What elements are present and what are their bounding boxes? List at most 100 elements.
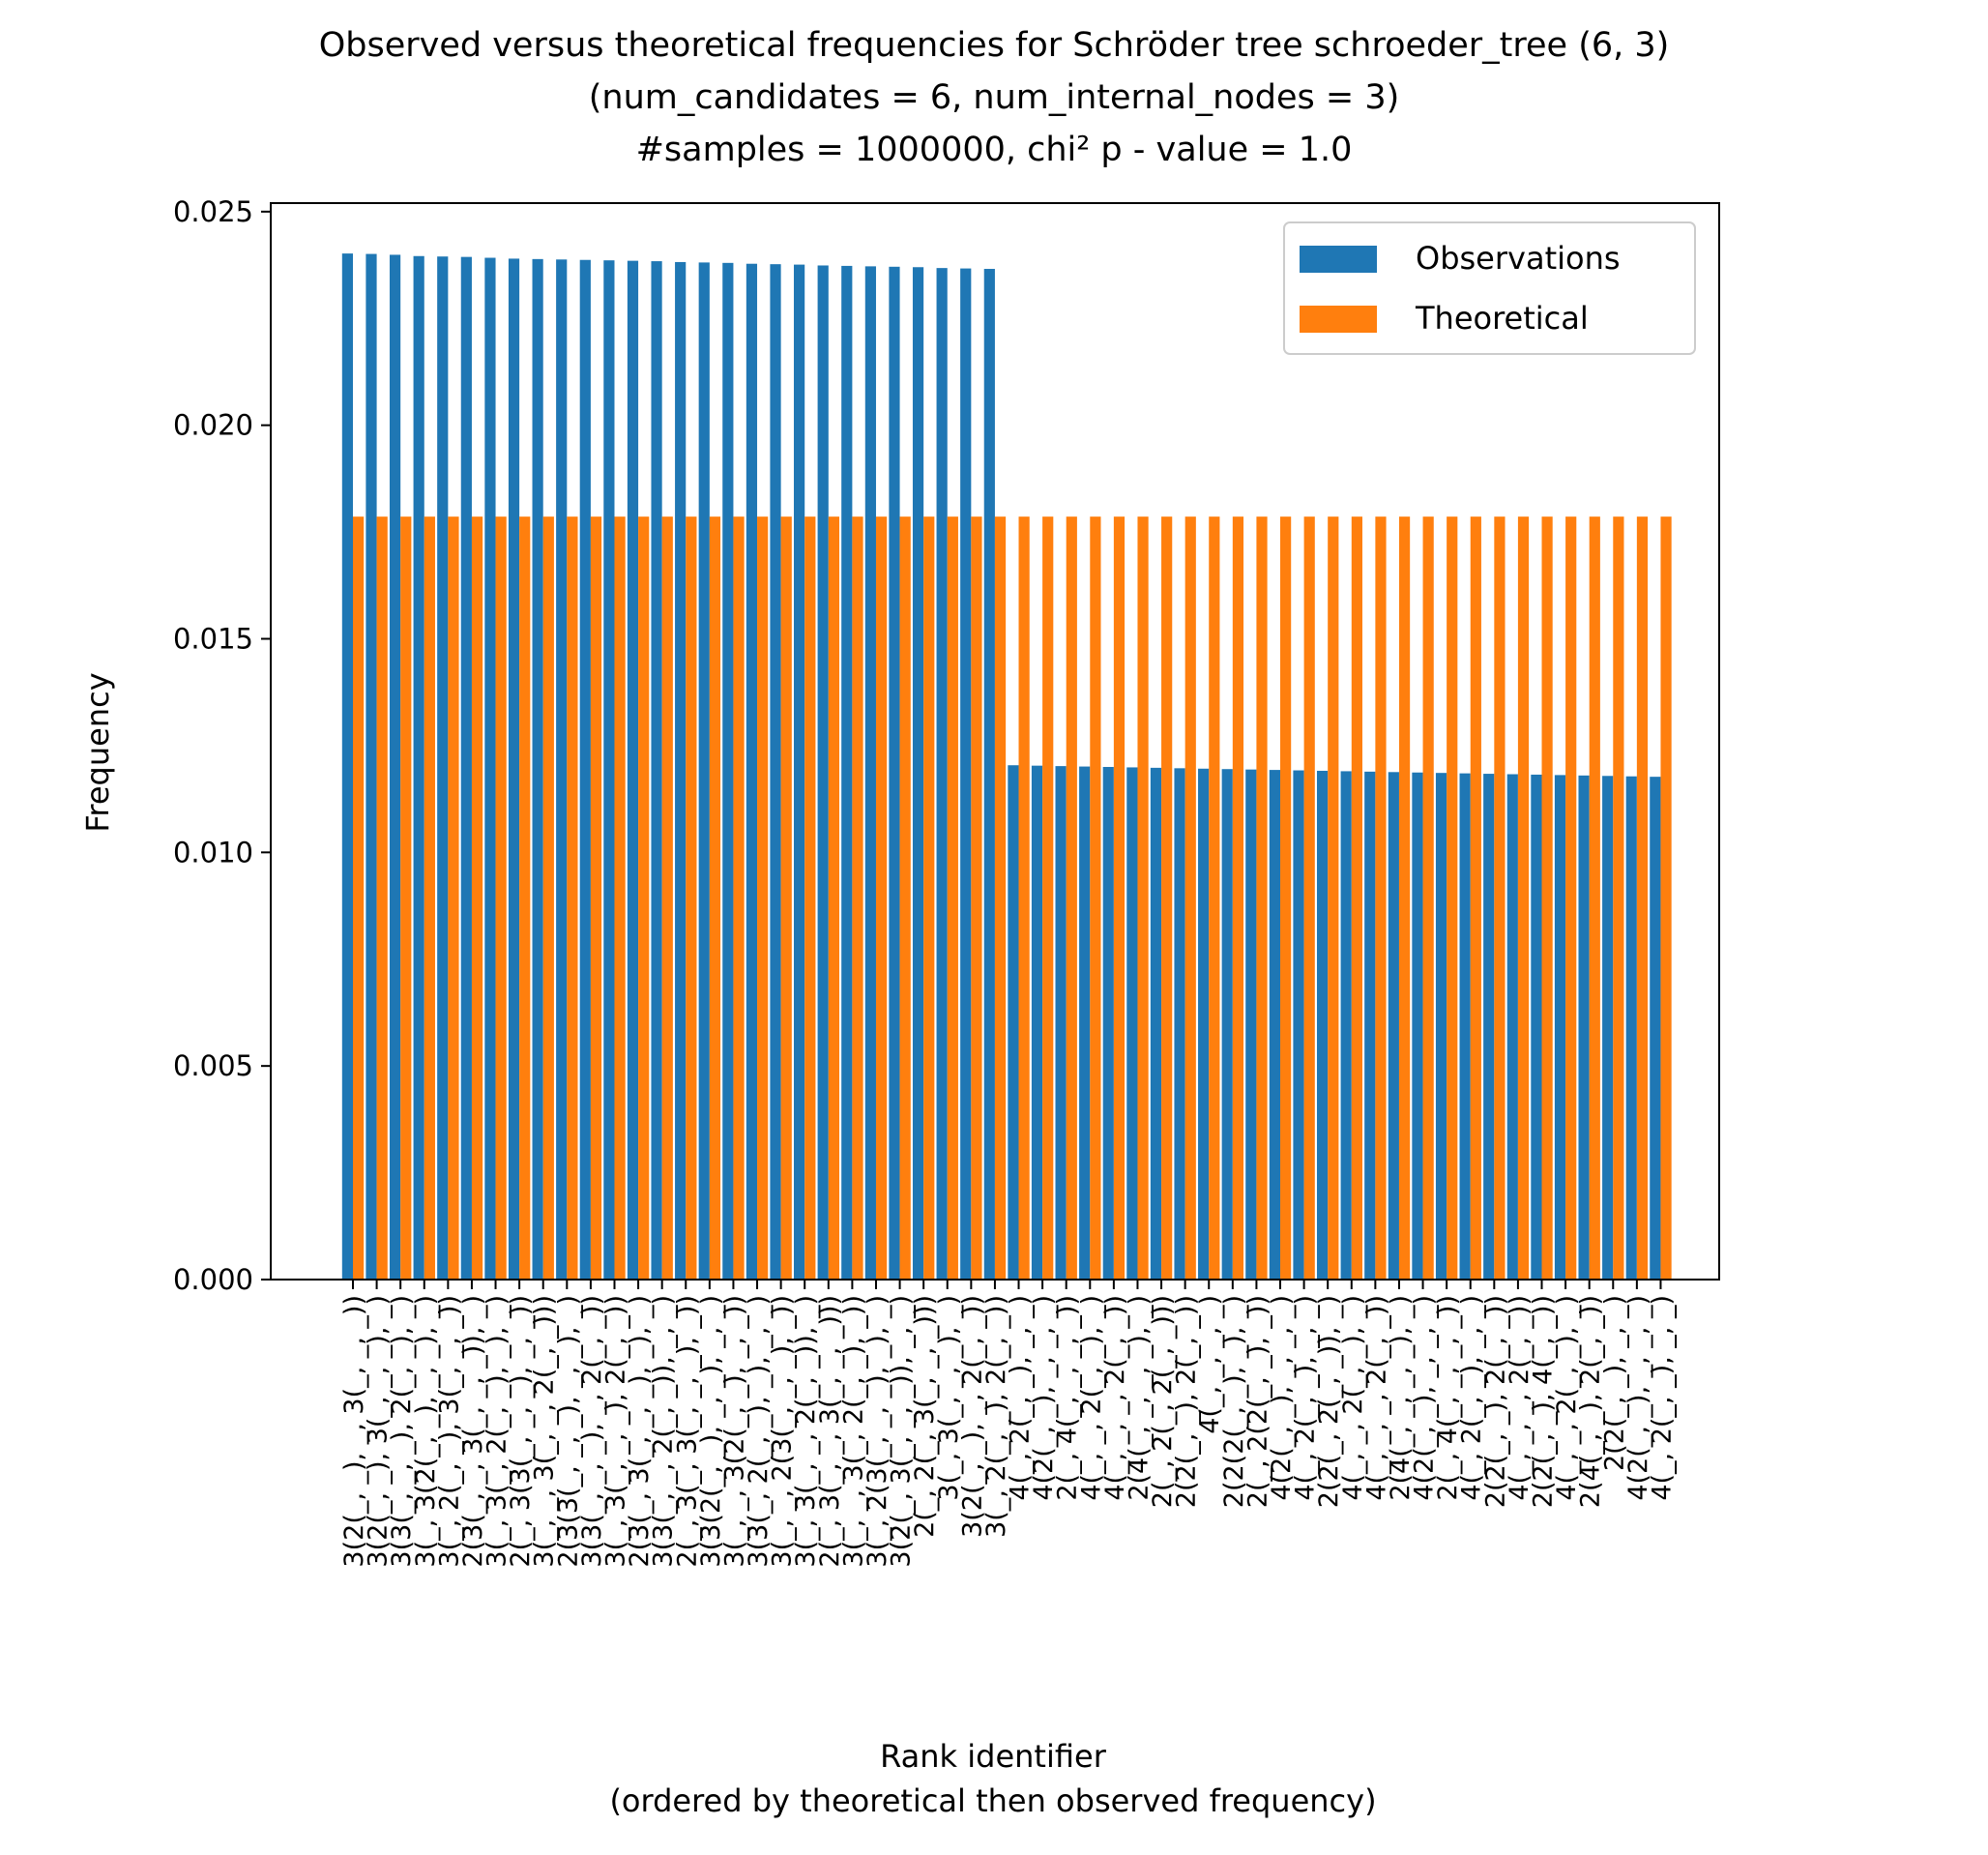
theoretical-bar <box>1137 516 1149 1280</box>
x-tick-label: 2(_, 4(_, _, _, _)) <box>1053 1295 1083 1501</box>
theoretical-bar <box>780 516 792 1280</box>
x-tick-label: 2(2(2(_, _), _), _) <box>1219 1295 1249 1508</box>
theoretical-bar <box>709 516 721 1280</box>
observation-bar <box>460 256 472 1280</box>
x-tick-label: 3(_, 2(_, _), 2(_, _)) <box>981 1295 1011 1538</box>
observation-bar <box>413 255 424 1280</box>
observation-bar <box>1340 771 1352 1280</box>
theoretical-bar <box>1184 516 1196 1280</box>
theoretical-bar <box>1565 516 1577 1280</box>
x-tick-label: 2(3(_, 3(_, _, _), _), _) <box>625 1295 655 1568</box>
theoretical-bar <box>471 516 483 1280</box>
observation-bar <box>912 267 924 1280</box>
observation-bar <box>1221 769 1233 1280</box>
observation-bar <box>1126 767 1138 1280</box>
theoretical-bar <box>638 516 650 1280</box>
theoretical-bar <box>519 516 531 1280</box>
x-tick-label: 4(_, _, 2(_, _), _) <box>1338 1295 1368 1501</box>
observation-bar <box>770 264 781 1280</box>
x-tick-label: 3(_, 3(_, _, _), _) <box>934 1295 964 1501</box>
theoretical-bar <box>1375 516 1387 1280</box>
observation-bar <box>1506 774 1518 1280</box>
theoretical-bar <box>353 516 365 1280</box>
theoretical-bar <box>614 516 626 1280</box>
chart-title-line-2: (num_candidates = 6, num_internal_nodes … <box>589 78 1400 117</box>
observation-bar <box>1150 767 1162 1280</box>
observation-bar <box>1269 770 1281 1280</box>
observation-bar <box>1602 776 1614 1280</box>
x-tick-label: 4(_, 2(_, _), _, _) <box>1647 1295 1677 1501</box>
theoretical-bar <box>923 516 935 1280</box>
observation-bar <box>983 269 995 1280</box>
x-tick-label: 2(_, 3(_, 3(_, _, _), _)) <box>672 1295 702 1568</box>
x-tick-label: 3(3(_, _, 2(_, _)), _, _) <box>649 1295 679 1568</box>
x-tick-label: 3(3(_, 2(_, _), _), _, _) <box>744 1295 774 1568</box>
y-tick-label: 0.000 <box>173 1263 253 1296</box>
observation-bar <box>1198 768 1210 1280</box>
observation-bar <box>794 264 805 1281</box>
observation-bar <box>437 256 449 1281</box>
chart-title-line-3: #samples = 1000000, chi² p - value = 1.0 <box>636 131 1353 169</box>
theoretical-bar <box>899 516 911 1280</box>
x-tick-label: 2(_, 3(3(_, _, _), _, _)) <box>506 1295 536 1568</box>
y-tick-label: 0.005 <box>173 1049 253 1082</box>
theoretical-bar <box>1398 516 1411 1280</box>
x-tick-label: 3(_, 3(_, _, 2(_, _)), _) <box>791 1295 821 1568</box>
plot-frame <box>270 202 1720 1281</box>
observation-bar <box>1031 765 1043 1280</box>
x-tick-label: 3(_, 3(2(_, _), _, _), _) <box>411 1295 441 1568</box>
chart-title-line-1: Observed versus theoretical frequencies … <box>319 26 1670 65</box>
x-tick-label: 4(2(_, _), _, _, _) <box>1410 1295 1440 1501</box>
legend-swatch-observations <box>1300 246 1377 273</box>
x-tick-label: 2(2(_, _), 2(_, _)) <box>1172 1295 1202 1508</box>
x-tick-label: 4(2(_, _), _, _, _) <box>1029 1295 1059 1501</box>
x-tick-label: 3(_, 2(_, _), 3(_, _, _)) <box>434 1295 464 1568</box>
x-tick-label: 2(_, 3(_, _, 3(_, _, _))) <box>815 1295 845 1568</box>
x-tick-label: 3(_, _, 3(_, 2(_, _), _)) <box>838 1295 868 1568</box>
observation-bar <box>556 259 568 1280</box>
x-tick-label: 2(2(_, _), _, _) <box>1599 1295 1629 1471</box>
x-tick-label: 3(3(_, _, _), _, 2(_, _)) <box>577 1295 607 1568</box>
theoretical-bar <box>567 516 578 1280</box>
legend-swatch-theoretical <box>1300 306 1377 333</box>
theoretical-bar <box>376 516 388 1280</box>
theoretical-bar <box>1447 516 1458 1280</box>
theoretical-bar <box>1541 516 1553 1280</box>
theoretical-bar <box>1161 516 1173 1280</box>
theoretical-bar <box>686 516 697 1280</box>
observation-bar <box>936 268 948 1280</box>
x-axis: 3(2(_, _), _, 3(_, _, _))3(2(_, _), 3(_,… <box>339 1280 1677 1568</box>
theoretical-bar <box>400 516 412 1280</box>
theoretical-bar <box>875 516 888 1280</box>
x-tick-label: 3(_, _, 3(_, _, 2(_, _))) <box>530 1295 560 1568</box>
theoretical-bar <box>1494 516 1506 1280</box>
theoretical-bar <box>542 516 554 1280</box>
theoretical-bar <box>947 516 958 1280</box>
observation-bar <box>341 253 353 1280</box>
x-tick-label: 2(2(_, _), 4(_, _)) <box>1529 1295 1559 1508</box>
x-tick-label: 2(_, 2(_, 2(_, _))) <box>1148 1295 1178 1508</box>
x-tick-label: 3(_, 3(_, _, _), 2(_, _)) <box>600 1295 630 1568</box>
theoretical-bar <box>1256 516 1268 1280</box>
theoretical-bar <box>1660 516 1672 1280</box>
y-axis-label: Frequency <box>79 672 116 832</box>
observation-bar <box>698 262 710 1280</box>
observation-bar <box>960 268 972 1281</box>
observation-bar <box>1102 767 1114 1280</box>
x-tick-label: 2(2(_, _), 2(_, _)) <box>1480 1295 1510 1508</box>
theoretical-bar <box>1209 516 1220 1280</box>
x-tick-label: 4(_, _, _, 2(_, _)) <box>1505 1295 1535 1501</box>
theoretical-bar <box>1517 516 1530 1280</box>
y-tick-label: 0.010 <box>173 836 253 869</box>
theoretical-bar <box>1066 516 1077 1280</box>
theoretical-bar <box>1351 516 1362 1280</box>
x-tick-label: 4(_, _, 2(_, _), _) <box>1076 1295 1106 1501</box>
y-tick-label: 0.015 <box>173 623 253 656</box>
y-tick-label: 0.020 <box>173 409 253 442</box>
x-tick-label: 2(4(_, _), 2(_, _)) <box>1576 1295 1606 1508</box>
observation-bar <box>1650 777 1661 1280</box>
observation-bar <box>627 260 639 1281</box>
x-tick-label: 4(2(_, _), _, _, _) <box>1267 1295 1297 1501</box>
x-tick-label: 4(_, _, _, 2(_, _)) <box>1100 1295 1130 1501</box>
x-tick-label: 2(_, 2(_, 3(_, _, _))) <box>910 1295 940 1538</box>
